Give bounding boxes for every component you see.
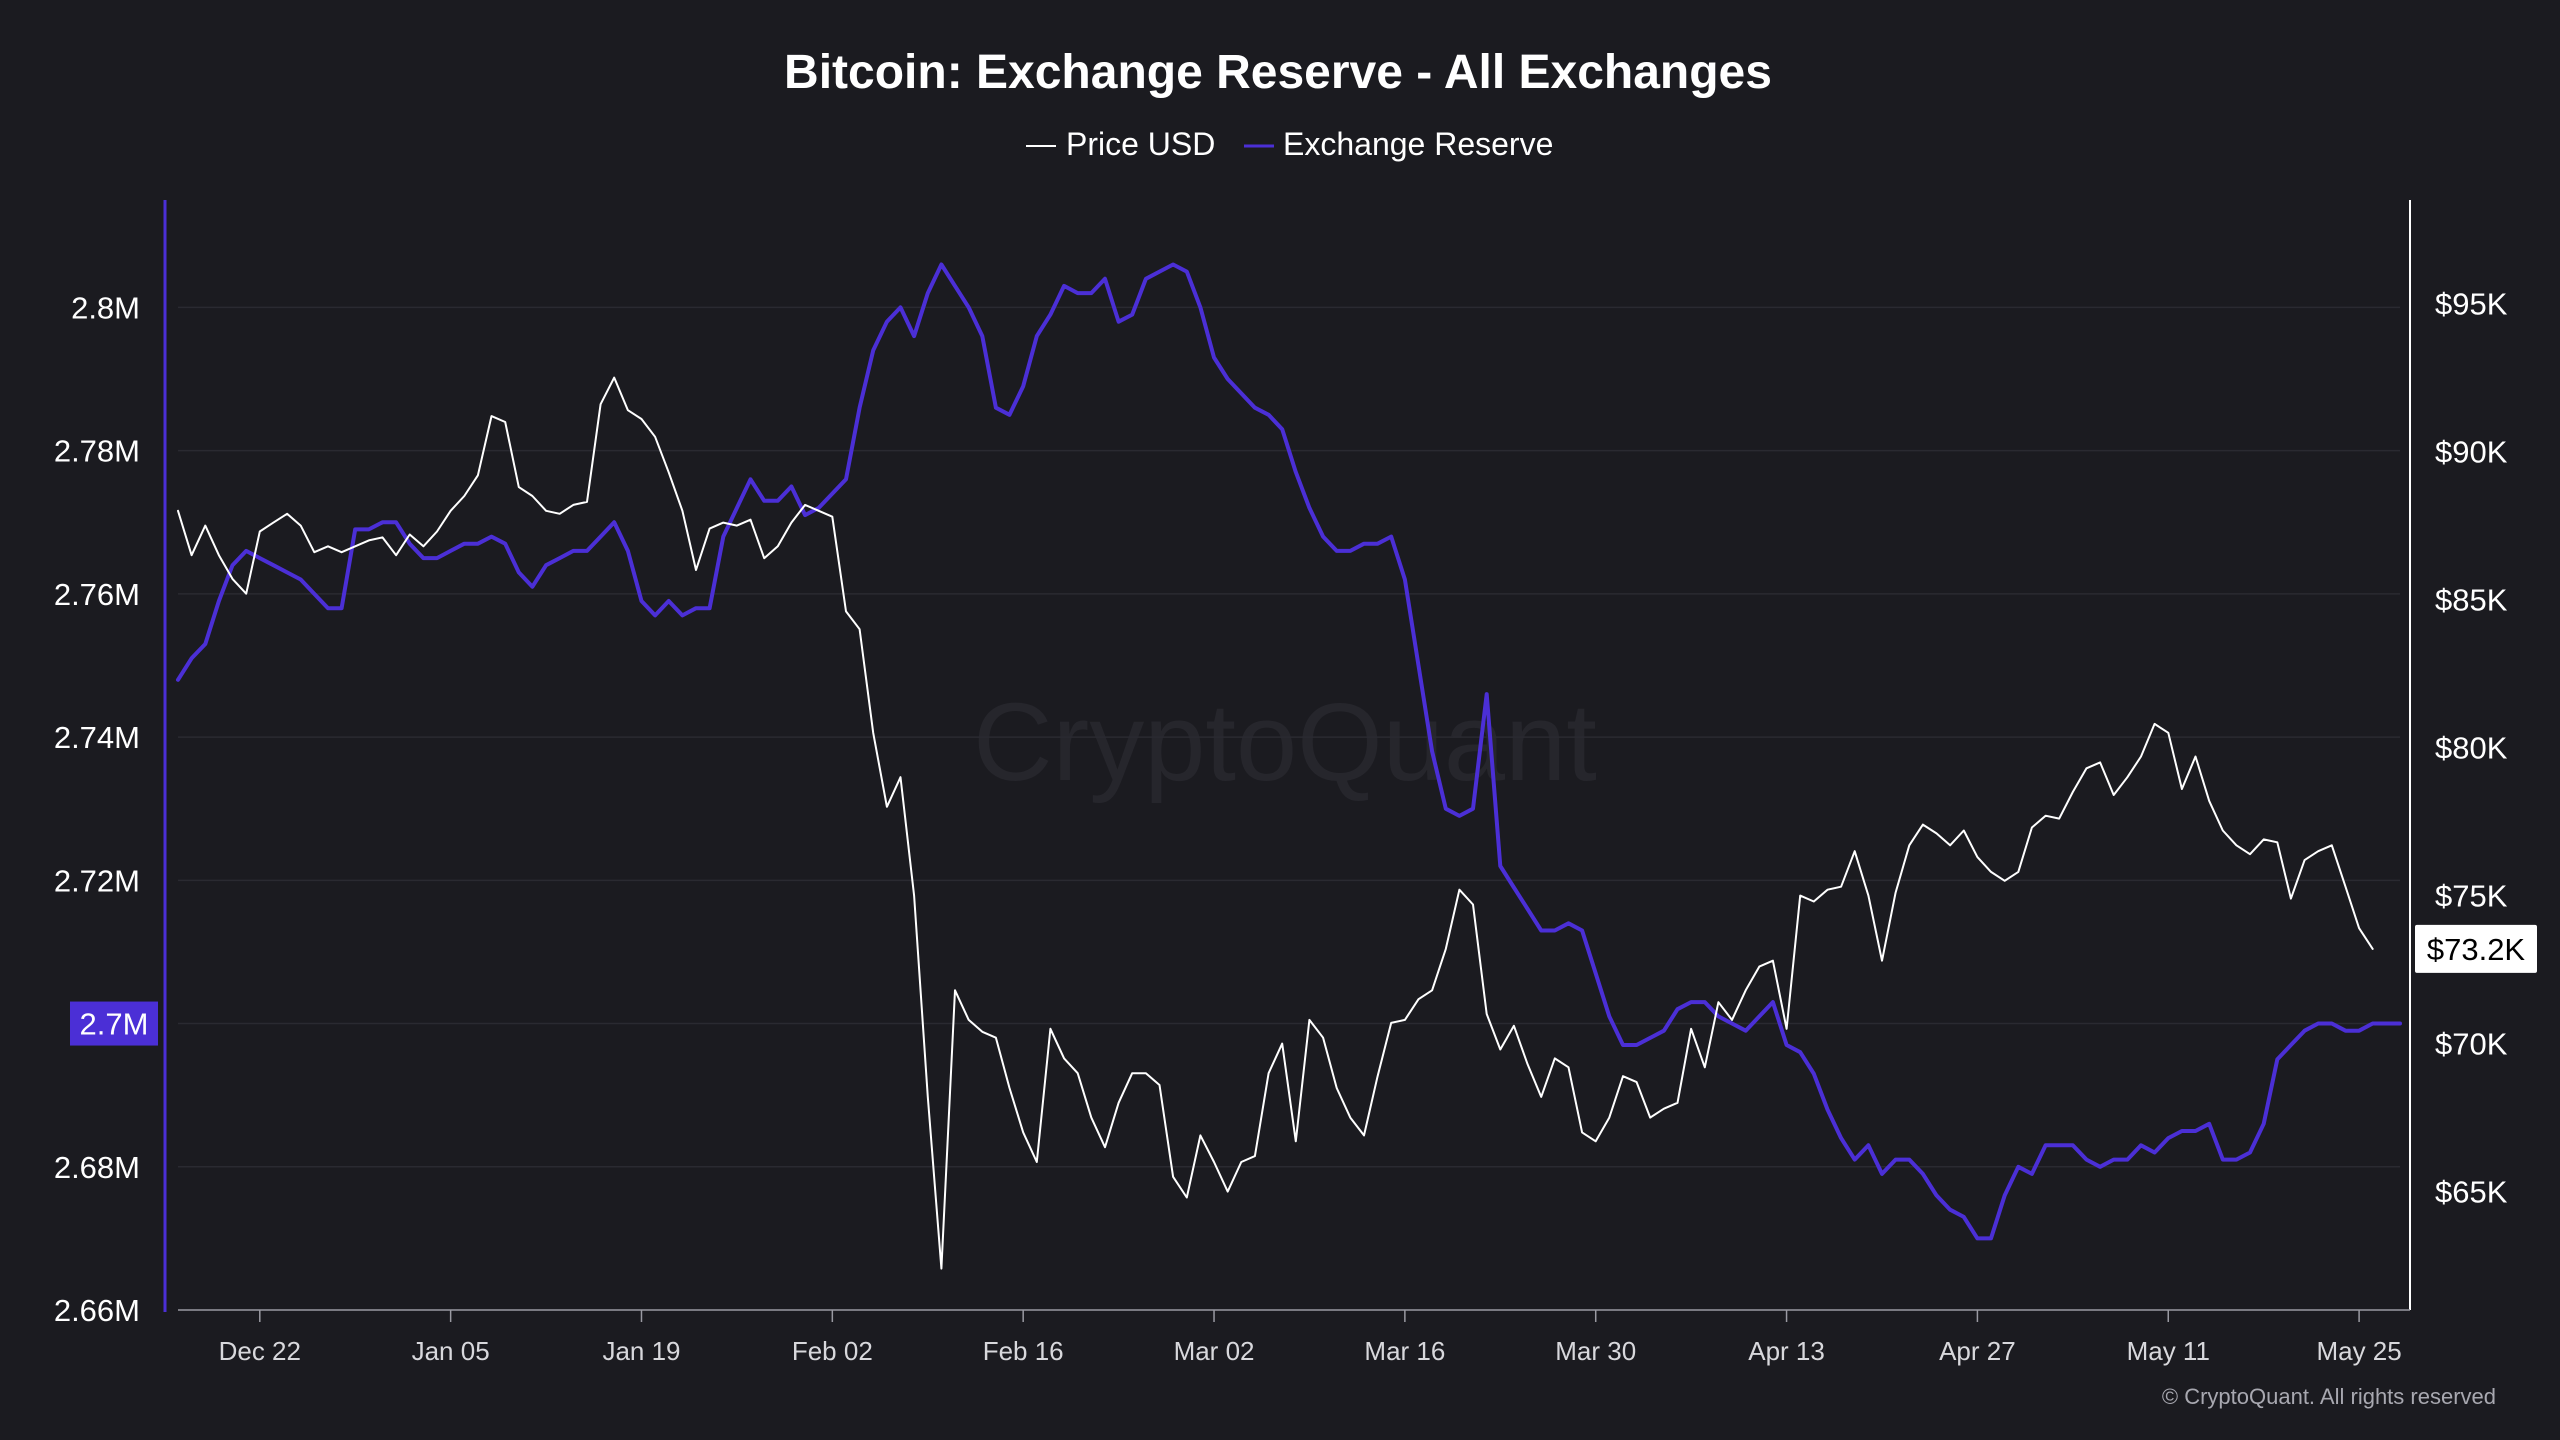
chart-title: Bitcoin: Exchange Reserve - All Exchange… — [784, 46, 1772, 99]
left-tick-label: 2.78M — [54, 434, 140, 469]
legend-item-price-usd[interactable]: Price USD — [1026, 126, 1215, 162]
legend: Price USD Exchange Reserve — [1026, 126, 1553, 162]
series-lines — [176, 262, 2402, 1270]
watermark: CryptoQuant — [973, 681, 1597, 804]
x-tick-label: Mar 02 — [1174, 1336, 1255, 1366]
right-tick-label: $95K — [2435, 287, 2508, 322]
legend-item-exchange-reserve[interactable]: Exchange Reserve — [1244, 126, 1553, 162]
x-tick-label: Mar 30 — [1555, 1336, 1636, 1366]
x-tick-label: Feb 02 — [792, 1336, 873, 1366]
right-tick-label: $65K — [2435, 1175, 2508, 1210]
price-last-value-badge — [2415, 924, 2537, 973]
x-tick-label: Jan 05 — [412, 1336, 490, 1366]
x-tick-label: May 25 — [2316, 1336, 2401, 1366]
x-tick-label: Jan 19 — [602, 1336, 680, 1366]
left-tick-label: 2.74M — [54, 720, 140, 755]
copyright-notice: © CryptoQuant. All rights reserved — [2162, 1384, 2496, 1409]
left-axis-highlight-badge — [70, 1001, 158, 1046]
left-tick-label: 2.72M — [54, 863, 140, 898]
right-tick-label: $85K — [2435, 583, 2508, 618]
x-tick-label: Mar 16 — [1364, 1336, 1445, 1366]
right-y-axis: $65K $70K $75K $80K $85K $90K $95K — [2409, 200, 2508, 1310]
right-tick-label: $70K — [2435, 1027, 2508, 1062]
axis-value-markers: 2.7M $73.2K — [70, 924, 2537, 1046]
price-usd-line — [177, 376, 2374, 1270]
left-tick-label: 2.66M — [54, 1293, 140, 1328]
left-tick-label: 2.68M — [54, 1150, 140, 1185]
left-tick-label: 2.8M — [71, 290, 140, 325]
x-axis: Dec 22 Jan 05 Jan 19 Feb 02 Feb 16 Mar 02 Mar … — [178, 1309, 2410, 1366]
exchange-reserve-line — [176, 262, 2402, 1241]
legend-label-exchange-reserve: Exchange Reserve — [1283, 126, 1553, 162]
right-tick-label: $90K — [2435, 435, 2508, 470]
grid-lines — [178, 306, 2400, 1168]
right-tick-label: $75K — [2435, 879, 2508, 914]
legend-label-price-usd: Price USD — [1066, 126, 1215, 162]
x-tick-label: Apr 13 — [1748, 1336, 1825, 1366]
x-tick-label: Feb 16 — [983, 1336, 1064, 1366]
right-tick-label: $80K — [2435, 731, 2508, 766]
left-tick-label: 2.76M — [54, 577, 140, 612]
left-axis-highlight-label: 2.7M — [80, 1007, 149, 1042]
x-tick-label: Dec 22 — [219, 1336, 301, 1366]
x-tick-label: Apr 27 — [1939, 1336, 2016, 1366]
left-y-axis: 2.66M 2.68M 2.72M 2.74M 2.76M 2.78M 2.8M — [54, 200, 167, 1328]
x-tick-label: May 11 — [2127, 1336, 2210, 1366]
price-last-value-label: $73.2K — [2427, 932, 2526, 967]
